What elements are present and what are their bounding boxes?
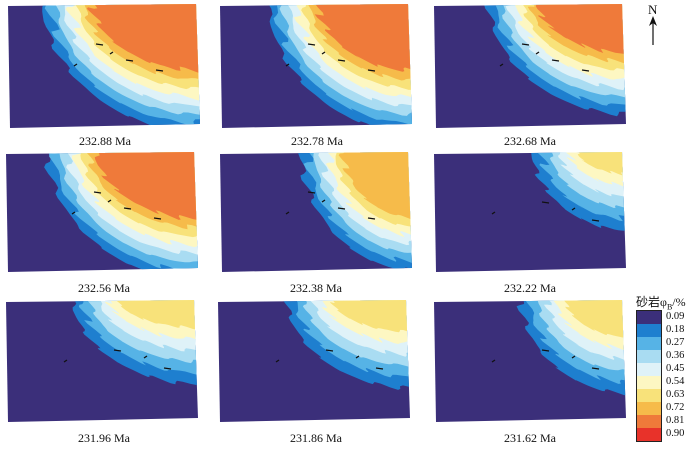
- porosity-map-1: [8, 4, 200, 128]
- legend-label: 0.45: [666, 363, 685, 374]
- north-arrow-icon: [649, 16, 657, 45]
- legend-label: 0.09: [666, 311, 685, 322]
- legend-swatch: [637, 415, 661, 428]
- panel-label-5: 232.38 Ma: [290, 281, 342, 295]
- legend-title-unit: /%: [672, 295, 686, 309]
- legend-swatch: [637, 389, 661, 402]
- panel-label-2: 232.78 Ma: [291, 134, 343, 148]
- porosity-map-5: [220, 152, 412, 272]
- map-panel-8: [216, 298, 412, 424]
- map-panel-5: [218, 150, 414, 274]
- legend-title-sub: B: [666, 302, 673, 312]
- legend-title-main: 砂岩φ: [636, 295, 667, 309]
- legend-colorbar: [636, 310, 662, 442]
- legend-swatch: [637, 311, 661, 324]
- porosity-map-6: [434, 152, 626, 272]
- map-panel-6: [432, 150, 628, 274]
- legend-label: 0.90: [666, 428, 685, 439]
- map-panel-4: [4, 150, 200, 274]
- legend-swatch: [637, 402, 661, 415]
- panel-label-3: 232.68 Ma: [504, 134, 556, 148]
- legend-title: 砂岩φB/%: [636, 293, 686, 311]
- legend-label: 0.36: [666, 350, 685, 361]
- legend-label: 0.27: [666, 337, 685, 348]
- legend-swatch: [637, 376, 661, 389]
- map-panel-7: [4, 298, 200, 424]
- panel-label-1: 232.88 Ma: [79, 134, 131, 148]
- porosity-map-2: [220, 4, 412, 128]
- legend-swatch: [637, 324, 661, 337]
- panel-label-7: 231.96 Ma: [78, 431, 130, 445]
- legend-label: 0.54: [666, 376, 685, 387]
- north-arrow: N: [643, 2, 663, 46]
- legend-swatch: [637, 428, 661, 441]
- legend-label: 0.18: [666, 324, 685, 335]
- porosity-map-9: [434, 300, 626, 422]
- legend-label: 0.72: [666, 402, 685, 413]
- north-letter: N: [648, 2, 658, 17]
- porosity-map-8: [218, 300, 410, 422]
- porosity-legend: 砂岩φB/% 0.09 0.18 0.27 0.36 0.45 0.54 0.63 0.72 0…: [636, 293, 700, 447]
- panel-label-6: 232.22 Ma: [504, 281, 556, 295]
- porosity-map-7: [6, 300, 198, 422]
- legend-label: 0.81: [666, 415, 685, 426]
- porosity-map-4: [6, 152, 198, 272]
- map-panel-3: [432, 2, 628, 130]
- map-panel-1: [6, 2, 202, 130]
- map-panel-9: [432, 298, 628, 424]
- panel-label-4: 232.56 Ma: [78, 281, 130, 295]
- porosity-map-3: [434, 4, 626, 128]
- legend-swatch: [637, 350, 661, 363]
- legend-swatch: [637, 363, 661, 376]
- map-panel-2: [218, 2, 414, 130]
- legend-label: 0.63: [666, 389, 685, 400]
- legend-swatch: [637, 337, 661, 350]
- panel-label-9: 231.62 Ma: [504, 431, 556, 445]
- panel-label-8: 231.86 Ma: [290, 431, 342, 445]
